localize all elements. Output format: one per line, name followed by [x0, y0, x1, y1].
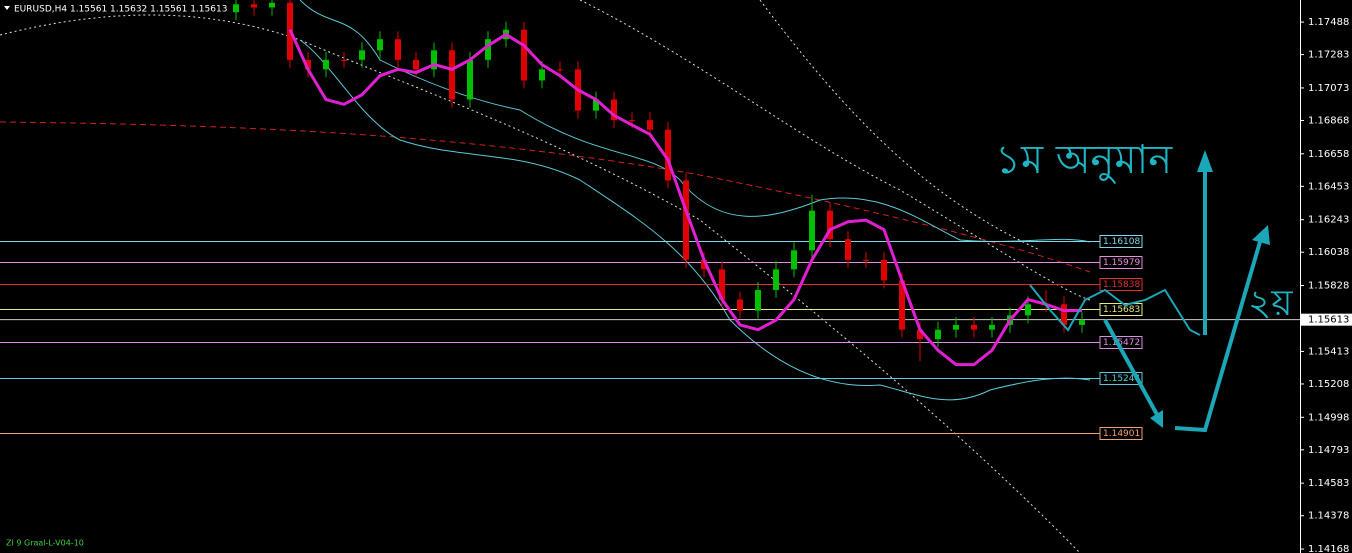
candle-body: [449, 50, 455, 100]
level-label-box: [1099, 303, 1143, 316]
candle-body: [251, 4, 257, 8]
bollinger-lower: [299, 39, 1091, 401]
candle-body: [269, 2, 275, 8]
candle-body: [989, 324, 995, 330]
indicator-label: ZI 9 Graal-L-V04-10: [6, 539, 84, 548]
candle-body: [1025, 304, 1031, 316]
y-tick-label: 1.16038: [1308, 247, 1349, 258]
candle-body: [701, 259, 707, 270]
bollinger-upper: [299, 0, 1091, 243]
y-tick-label: 1.16243: [1308, 215, 1349, 226]
trend-line: [0, 14, 1081, 553]
candle-body: [863, 259, 869, 261]
moving-average: [0, 121, 1091, 273]
candle-body: [917, 329, 923, 340]
y-tick-label: 1.14168: [1308, 544, 1349, 553]
level-label: 1.15683: [1103, 305, 1140, 315]
y-tick-label: 1.17073: [1308, 83, 1349, 94]
candle-body: [557, 69, 563, 71]
candle-body: [755, 289, 761, 311]
candle-body: [539, 69, 545, 81]
current-price-box: [1301, 313, 1352, 326]
candle-body: [1061, 304, 1067, 325]
level-label: 1.15244: [1103, 374, 1140, 384]
level-label: 1.14901: [1103, 429, 1140, 439]
y-tick-label: 1.17488: [1308, 17, 1349, 28]
y-tick-label: 1.17283: [1308, 50, 1349, 61]
level-label-box: [1099, 372, 1143, 385]
forecast-path: [1029, 284, 1201, 336]
forecast-arrow: [1103, 319, 1162, 421]
trend-line: [759, 0, 1041, 251]
candle-body: [773, 269, 779, 290]
trend-line: [579, 0, 1091, 301]
moving-average: [288, 29, 1082, 367]
arrowhead: [1252, 225, 1270, 245]
candle-body: [233, 4, 239, 13]
candle-body: [953, 324, 959, 330]
candle-body: [395, 39, 401, 60]
level-label-box: [1099, 256, 1143, 269]
y-tick-label: 1.16453: [1308, 181, 1349, 192]
candle-body: [935, 329, 941, 340]
candle-body: [485, 39, 491, 60]
candle-body: [719, 269, 725, 300]
annotation: ১ম অনুমান: [995, 137, 1173, 183]
y-tick-label: 1.14378: [1308, 511, 1349, 522]
candle-body: [611, 99, 617, 121]
y-tick-label: 1.16868: [1308, 115, 1349, 126]
y-tick-label: 1.15413: [1308, 346, 1349, 357]
y-tick-label: 1.15208: [1308, 379, 1349, 390]
y-tick-label: 1.14583: [1308, 478, 1349, 489]
candle-body: [413, 59, 419, 70]
candle-body: [683, 180, 689, 260]
candle-body: [323, 59, 329, 70]
candle-body: [359, 50, 365, 60]
candle-body: [899, 280, 905, 330]
candle-body: [377, 39, 383, 51]
y-tick-label: 1.16658: [1308, 149, 1349, 160]
level-label-box: [1099, 427, 1143, 440]
level-label: 1.15472: [1103, 338, 1140, 348]
candle-body: [341, 59, 347, 61]
y-tick-label: 1.14793: [1308, 445, 1349, 456]
chart-title: EURUSD,H4 1.15561 1.15632 1.15561 1.1561…: [14, 5, 227, 15]
level-label-box: [1099, 235, 1143, 248]
menu-icon[interactable]: [4, 6, 10, 10]
arrowhead: [1197, 150, 1213, 172]
candle-body: [629, 120, 635, 122]
level-label: 1.16108: [1103, 237, 1140, 247]
annotation: ২য়: [1248, 283, 1293, 324]
candle-body: [827, 210, 833, 240]
forecast-arrow: [1174, 234, 1264, 433]
current-price-label: 1.15613: [1308, 315, 1349, 326]
y-tick-label: 1.14998: [1308, 412, 1349, 423]
y-tick-label: 1.15828: [1308, 281, 1349, 292]
level-label: 1.15838: [1103, 280, 1140, 290]
candle-body: [593, 99, 599, 111]
candle-body: [791, 250, 797, 270]
candle-body: [971, 324, 977, 330]
candle-body: [521, 29, 527, 81]
candle-body: [845, 239, 851, 260]
arrowhead: [1150, 410, 1163, 428]
forecast: ১ম অনুমান ২য়: [995, 137, 1293, 433]
candle-body: [665, 129, 671, 181]
level-label-box: [1099, 278, 1143, 291]
candle-body: [647, 120, 653, 130]
candle-body: [737, 299, 743, 311]
level-label: 1.15979: [1103, 258, 1140, 268]
candle-body: [305, 59, 311, 70]
candle-body: [431, 50, 437, 70]
candle-body: [881, 259, 887, 281]
candle-body: [467, 59, 473, 100]
candle-body: [1079, 320, 1085, 325]
candle-body: [809, 210, 815, 251]
